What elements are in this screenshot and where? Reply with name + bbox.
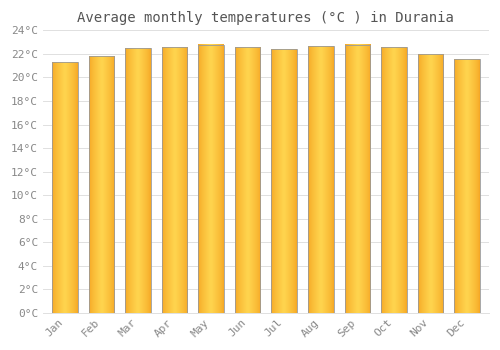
Title: Average monthly temperatures (°C ) in Durania: Average monthly temperatures (°C ) in Du… xyxy=(78,11,454,25)
Bar xyxy=(88,56,114,313)
Bar xyxy=(418,54,443,313)
Bar xyxy=(125,48,151,313)
Bar xyxy=(235,47,260,313)
Bar xyxy=(308,46,334,313)
Bar xyxy=(198,44,224,313)
Bar xyxy=(454,59,480,313)
Bar xyxy=(52,62,78,313)
Bar xyxy=(272,49,297,313)
Bar xyxy=(344,44,370,313)
Bar xyxy=(162,47,188,313)
Bar xyxy=(381,47,406,313)
